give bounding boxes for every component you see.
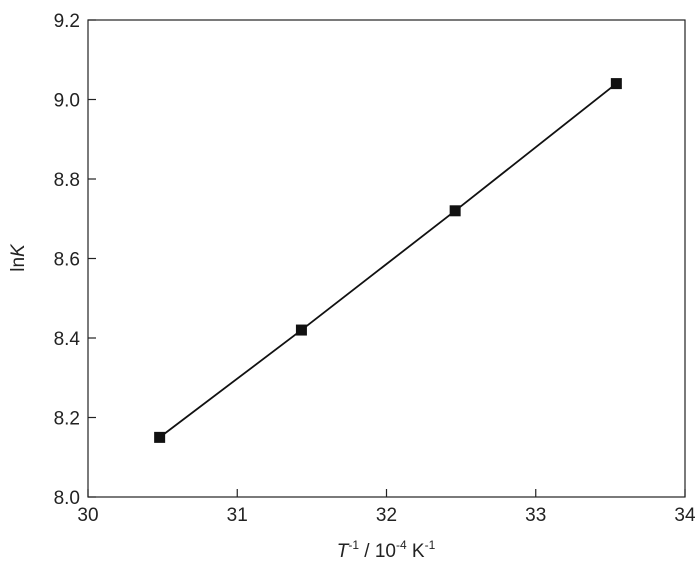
x-label-part: K [407,541,425,562]
marker [154,431,166,443]
y-label-part: ln [8,257,29,272]
x-tick-label: 30 [77,505,98,526]
y-tick-label: 8.4 [54,329,81,350]
y-tick-label: 8.2 [54,409,80,430]
x-tick-label: 32 [376,505,397,526]
y-tick-label: 8.6 [54,250,80,271]
y-tick-label: 9.2 [54,11,80,32]
line [159,82,617,439]
plot-frame [87,19,686,498]
y-tick-label: 9.0 [54,91,80,112]
x-label-part: / 10 [359,541,396,562]
x-label-part: T [337,541,350,562]
y-label-part: K [8,243,29,257]
y-tick-label: 8.8 [54,170,80,191]
marker [449,205,461,217]
y-axis-label: lnK [8,243,29,272]
marker [610,78,622,90]
x-label-part: -1 [425,538,436,552]
marker [295,324,307,336]
x-tick-label: 33 [525,505,546,526]
x-tick-label: 34 [674,505,696,526]
x-axis-label: T-1 / 10-4 K-1 [337,538,436,562]
x-tick-label: 31 [227,505,248,526]
x-label-part: -4 [396,538,407,552]
x-label-part: -1 [348,538,359,552]
y-tick-label: 8.0 [54,488,80,509]
